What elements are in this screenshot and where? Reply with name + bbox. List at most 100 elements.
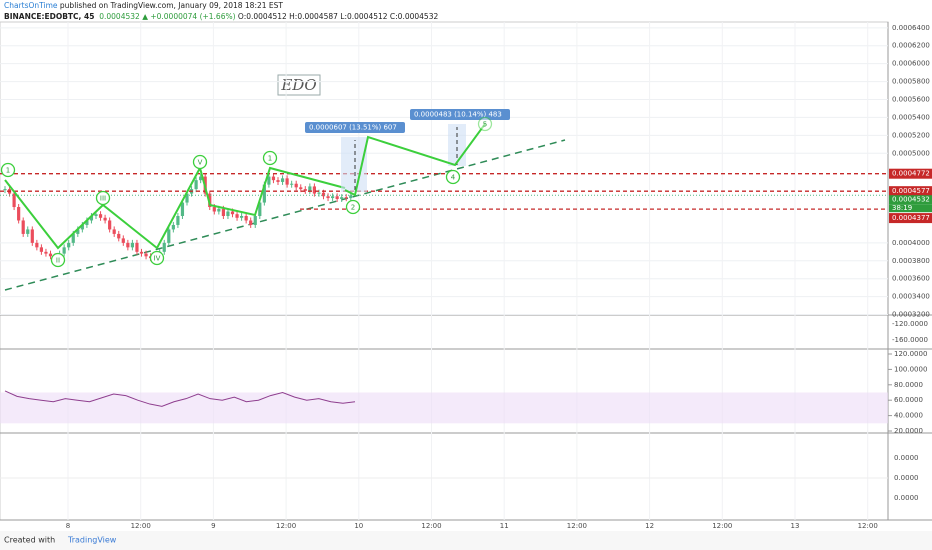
candle [85, 220, 89, 225]
candle [135, 242, 139, 252]
measure-label: 0.0000483 (10.14%) 483 [414, 111, 502, 119]
x-tick-label: 12:00 [858, 522, 878, 530]
candle [240, 215, 244, 218]
candle [185, 193, 189, 203]
y-tick-label: 0.0003800 [892, 257, 930, 265]
x-tick-label: 12:00 [276, 522, 296, 530]
candle [271, 176, 276, 181]
rsi-tick-label: 20.0000 [894, 427, 923, 435]
candle [344, 197, 348, 199]
candle [326, 196, 330, 199]
rsi-line [4, 390, 356, 407]
wave-marker [192, 154, 208, 170]
wave-label: 1 [268, 155, 272, 163]
candle [217, 208, 221, 212]
candle [308, 186, 312, 191]
candle [199, 176, 203, 181]
candle [89, 215, 94, 221]
wave-marker [50, 252, 66, 268]
y-tick-label: 0.0006200 [892, 42, 930, 50]
author[interactable]: ChartsOnTime [4, 1, 58, 10]
y-tick-label: 0.0003400 [892, 293, 930, 301]
candle [235, 214, 239, 218]
candle [108, 220, 112, 230]
footer-brand[interactable]: TradingView [67, 536, 117, 545]
candle [267, 176, 271, 185]
wave-label: 2 [351, 204, 355, 212]
candle [144, 253, 148, 257]
macd-tick-label: 0.0000 [894, 454, 919, 462]
price-label-bg [889, 186, 932, 197]
wave-label: 4 [451, 174, 456, 182]
measure-box [341, 137, 367, 192]
candle [317, 192, 321, 194]
wave-label: 5 [483, 121, 487, 129]
candle [162, 242, 166, 252]
annotation-box [277, 74, 321, 96]
price-label-bg [889, 213, 932, 224]
measure-label: 0.0000607 (13.51%) 607 [309, 124, 397, 132]
x-tick-label: 12:00 [421, 522, 441, 530]
rsi-tick-label: 40.0000 [894, 412, 923, 420]
header-line: ChartsOnTime published on TradingView.co… [4, 1, 283, 10]
plot-frame [0, 21, 889, 521]
candle [171, 224, 175, 230]
macd-tick-label: 0.0000 [894, 494, 919, 502]
symbol: BINANCE:EDOBTC, 45 [4, 12, 95, 21]
y-tick-label: 0.0004000 [892, 239, 930, 247]
candle [76, 229, 80, 234]
candle [194, 180, 198, 190]
candle [3, 189, 7, 191]
candle [226, 211, 230, 216]
header-line: BINANCE:EDOBTC, 45 0.0004532 ▲ +0.000007… [4, 12, 438, 21]
candle [17, 207, 21, 221]
annotation: EDO [280, 76, 316, 94]
candle [331, 196, 335, 199]
last: 0.0004532 [99, 12, 140, 21]
candle [294, 183, 298, 188]
wave-marker [262, 150, 278, 166]
projection [344, 123, 486, 197]
candle [139, 251, 144, 254]
candle [290, 183, 294, 185]
y-tick-label: 0.0005600 [892, 96, 930, 104]
candle [244, 215, 248, 221]
candle [212, 207, 216, 212]
candle [67, 242, 71, 248]
published: published on TradingView.com, January 09… [57, 1, 283, 10]
pane-tick-label: -120.0000 [892, 320, 928, 328]
wave-marker [149, 250, 165, 266]
x-tick-label: 11 [500, 522, 509, 530]
wave-label: III [100, 195, 106, 203]
candle [167, 229, 171, 243]
x-tick-label: 12:00 [567, 522, 587, 530]
x-tick-label: 12:00 [712, 522, 732, 530]
candle [321, 192, 326, 197]
x-tick-label: 9 [211, 522, 215, 530]
candle [71, 233, 75, 243]
candle [258, 202, 262, 216]
candle [121, 238, 125, 243]
measure-label-bg [305, 122, 405, 133]
measure-box [448, 124, 466, 166]
wave-marker [95, 190, 111, 206]
wave-marker [477, 116, 493, 132]
trend-line [4, 139, 566, 291]
y-tick-label: 0.0006400 [892, 24, 930, 32]
candle [12, 193, 16, 208]
candle [312, 186, 316, 194]
wave-label: V [198, 159, 203, 167]
candle [299, 187, 303, 190]
x-tick-label: 12 [645, 522, 654, 530]
candle [39, 247, 43, 252]
candle [180, 202, 185, 216]
wave-label: IV [154, 255, 161, 263]
price-label-bg [889, 195, 932, 205]
footer-created: Created with [4, 536, 55, 545]
candle [130, 242, 134, 248]
candle [112, 229, 116, 234]
candle [30, 229, 34, 243]
candle [26, 229, 30, 234]
